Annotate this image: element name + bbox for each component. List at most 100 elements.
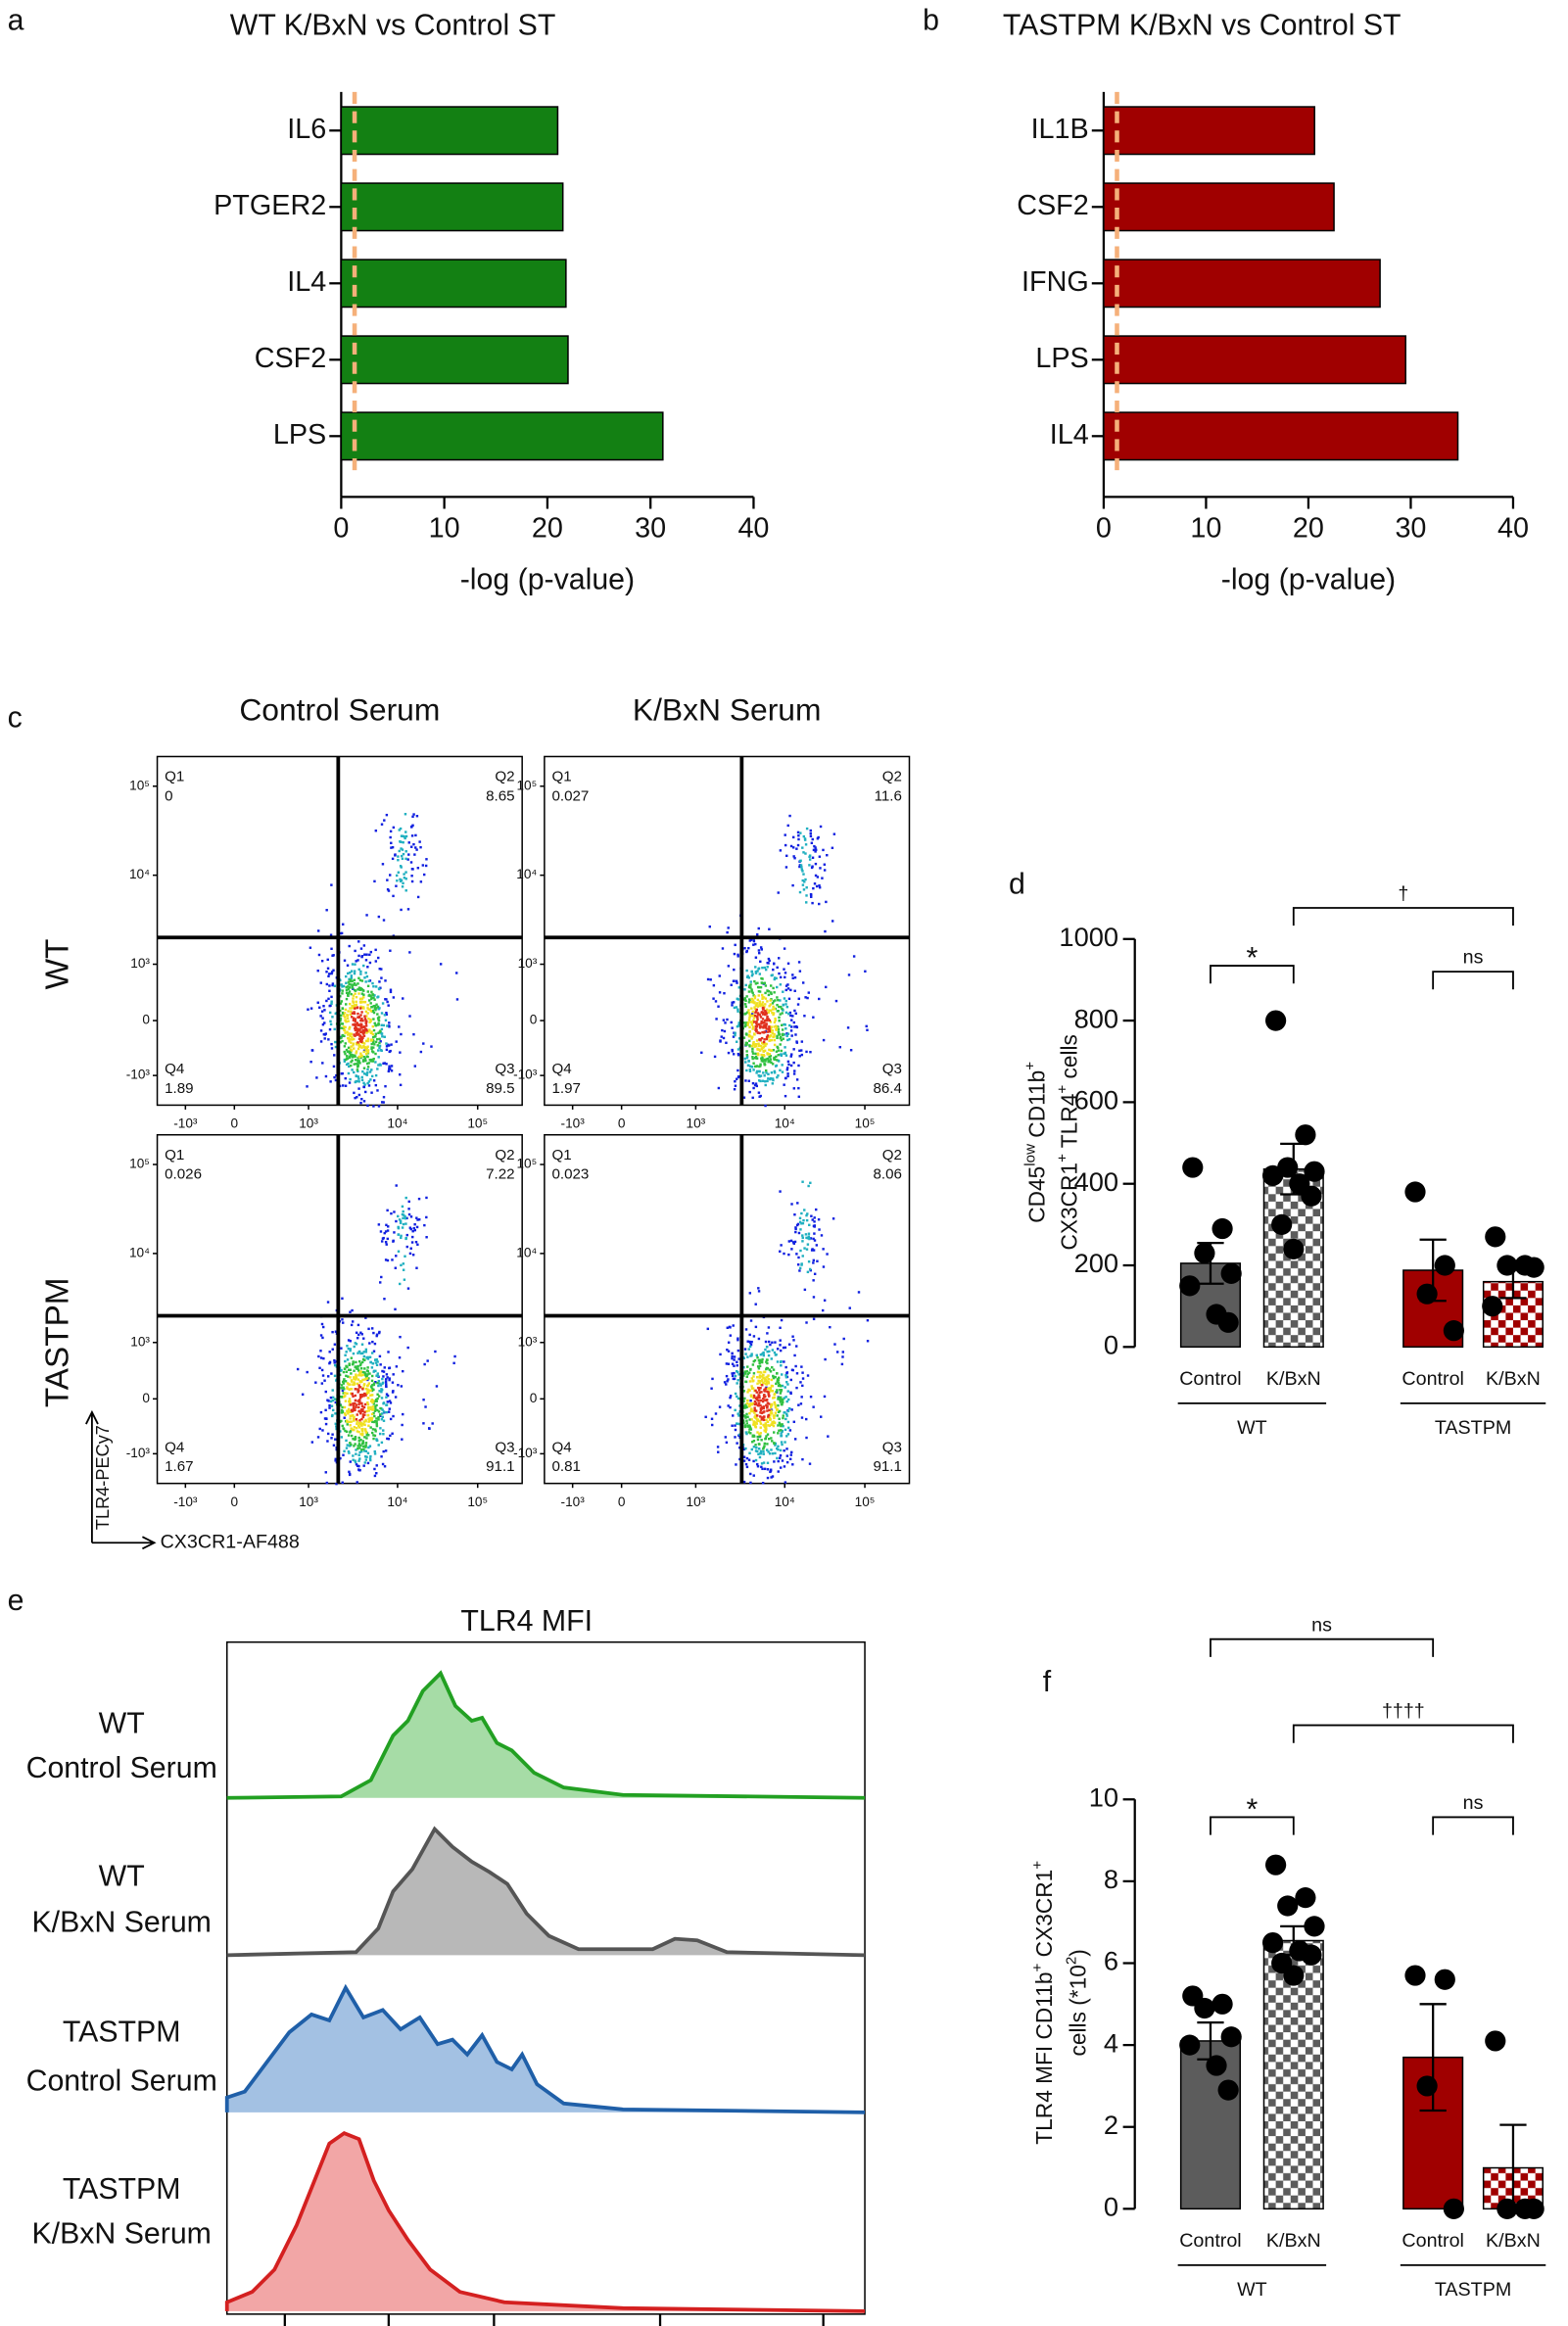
cell-dot [381,863,385,866]
cell-dot [404,889,407,892]
cell-dot [755,1422,758,1425]
cell-dot [776,996,779,999]
cell-dot [790,1408,793,1411]
cell-dot [366,1081,369,1085]
cell-dot [340,931,344,935]
cell-dot [770,1476,773,1479]
cell-dot [330,1002,333,1006]
cell-dot [369,1405,372,1409]
cell-dot [730,1021,733,1024]
cell-dot [370,1010,374,1013]
cell-dot [383,1465,387,1468]
data-point [1434,1969,1455,1990]
cell-dot [370,1327,374,1330]
cell-dot [359,1438,362,1442]
cell-dot [798,970,802,973]
cell-dot [809,1237,813,1240]
cell-dot [344,1025,347,1029]
cell-dot [398,849,401,853]
cell-dot [360,1429,364,1433]
cell-dot [361,988,364,992]
cell-dot [749,1343,753,1347]
cell-dot [744,1022,748,1026]
cell-dot [750,970,753,973]
cell-dot [382,1401,385,1405]
cell-dot [793,989,796,993]
cell-dot [736,1370,739,1374]
cell-dot [799,859,802,863]
cell-dot [786,962,790,965]
cell-dot [321,1429,324,1432]
cell-dot [350,1010,353,1013]
cell-dot [364,1348,368,1352]
cell-dot [763,1389,766,1393]
cell-dot [776,1372,779,1375]
cell-dot [751,1387,755,1390]
cell-dot [345,988,349,992]
histogram-curves [224,1640,866,2315]
cell-dot [348,982,351,986]
cell-dot [755,1398,759,1401]
cell-dot [768,1039,771,1042]
cell-dot [328,1403,331,1407]
cell-dot [333,1343,337,1346]
cell-dot [749,1399,752,1402]
cell-dot [822,1038,826,1042]
cell-dot [805,1213,808,1217]
cell-dot [773,1038,777,1042]
cell-dot [768,1387,771,1390]
cell-dot [780,1364,783,1367]
cell-dot [769,1405,773,1409]
cell-dot [753,996,757,1000]
cell-dot [812,1237,815,1241]
cell-dot [755,1029,758,1033]
cell-dot [385,1012,388,1015]
cell-dot [355,1000,357,1004]
cell-dot [378,1413,382,1416]
cell-dot [727,1341,731,1344]
cell-dot [778,972,781,975]
cell-dot [734,1408,736,1412]
cell-dot [736,1442,738,1445]
cell-dot [744,1012,747,1016]
cell-dot [733,979,736,982]
cell-dot [767,1377,771,1381]
cell-dot [751,1441,754,1444]
cell-dot [785,1032,788,1035]
cell-dot [414,1241,418,1244]
cell-dot [354,1018,356,1021]
cell-dot [342,1427,346,1431]
cell-dot [367,1080,371,1083]
cell-dot [341,1409,345,1413]
cell-dot [367,1434,370,1437]
cell-dot [783,1052,785,1056]
cell-dot [779,1068,782,1072]
cell-dot [773,1057,776,1061]
cell-dot [373,1043,376,1046]
cell-dot [725,1383,728,1386]
cell-dot [362,1025,366,1028]
cell-dot [341,1297,344,1301]
cell-dot [353,1047,356,1050]
cell-dot [784,1441,786,1444]
cell-dot [342,1025,346,1028]
cell-dot [409,1215,413,1218]
cell-dot [734,1033,736,1037]
cell-dot [328,1360,332,1364]
cell-dot [334,1045,338,1049]
cell-dot [742,1400,745,1402]
cell-dot [789,1453,792,1456]
cell-dot [760,1360,764,1364]
cell-dot [736,1395,738,1399]
cell-dot [400,847,403,850]
cell-dot [347,1050,351,1053]
cell-dot [384,1019,388,1022]
cell-dot [358,1363,362,1367]
cell-dot [784,1076,787,1080]
cell-dot [361,1029,364,1032]
cell-dot [357,976,360,979]
cell-dot [757,1287,760,1290]
cell-dot [767,1424,770,1427]
cell-dot [768,1368,772,1371]
cell-dot [772,1049,775,1052]
